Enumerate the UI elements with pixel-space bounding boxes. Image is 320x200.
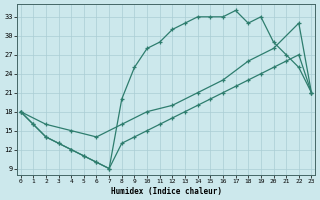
X-axis label: Humidex (Indice chaleur): Humidex (Indice chaleur) xyxy=(110,187,221,196)
